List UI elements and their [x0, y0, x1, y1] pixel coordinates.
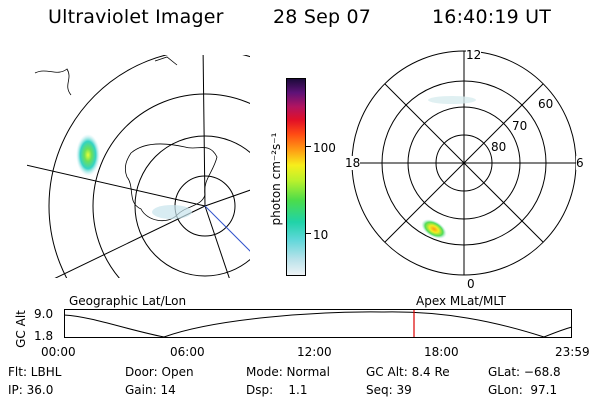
aurora-emission — [152, 205, 192, 219]
mlt-label-6: 6 — [576, 156, 584, 170]
seq-status: Seq: 39 — [366, 383, 412, 397]
colorbar-tick-mark — [306, 233, 311, 234]
time-tick-1800: 18:00 — [424, 345, 459, 359]
colorbar — [286, 78, 306, 276]
mlt-line-diagonal — [384, 83, 544, 243]
meridian-line — [204, 205, 230, 278]
colorbar-tick-10: 10 — [313, 228, 329, 242]
mlt-label-18: 18 — [345, 156, 361, 170]
dsp-status: Dsp: 1.1 — [246, 383, 308, 397]
time-tick-0000: 00:00 — [41, 345, 76, 359]
mlat-label-80: 80 — [491, 140, 507, 154]
altitude-curve — [64, 311, 573, 338]
lat-circle — [134, 135, 250, 277]
filter-status: Flt: LBHL — [8, 365, 62, 379]
coastline — [34, 68, 72, 96]
aurora-emission — [76, 134, 100, 176]
coastline — [154, 56, 178, 66]
ip-status: IP: 36.0 — [8, 383, 54, 397]
glat-status: GLat: −68.8 — [488, 365, 561, 379]
meridian-line — [204, 189, 250, 207]
altitude-ytick-min: 1.8 — [34, 329, 54, 343]
antarctica-coastline — [124, 143, 218, 222]
gain-status: Gain: 14 — [125, 383, 176, 397]
mlt-label-12: 12 — [466, 48, 482, 62]
app-title: Ultraviolet Imager — [48, 6, 224, 28]
time-tick-0600: 06:00 — [170, 345, 205, 359]
meridian-line — [54, 205, 206, 278]
mode-status: Mode: Normal — [246, 365, 330, 379]
mlt-label-0: 0 — [467, 277, 475, 291]
date-label: 28 Sep 07 — [273, 6, 372, 28]
time-tick-2359: 23:59 — [555, 345, 590, 359]
meridian-line — [27, 164, 206, 207]
door-status: Door: Open — [125, 365, 194, 379]
colorbar-tick-100: 100 — [313, 141, 336, 155]
apex-caption: Apex MLat/MLT — [416, 294, 506, 308]
time-label: 16:40:19 UT — [432, 6, 552, 28]
aurora-emission — [421, 219, 447, 239]
gc-alt-status: GC Alt: 8.4 Re — [366, 365, 450, 379]
altitude-ytick-max: 9.0 — [34, 307, 54, 321]
geographic-map — [27, 55, 250, 278]
time-tick-1200: 12:00 — [297, 345, 332, 359]
altitude-plot-frame — [64, 309, 572, 338]
meridian-line — [202, 55, 206, 207]
colorbar-tick-mark — [306, 146, 311, 147]
lat-circle — [48, 55, 250, 278]
mlat-label-70: 70 — [512, 119, 528, 133]
altitude-ylabel: GC Alt — [14, 310, 28, 348]
lat-circle — [92, 93, 250, 278]
glon-status: GLon: 97.1 — [488, 383, 558, 397]
meridian-line — [204, 205, 250, 252]
altitude-plot — [64, 309, 573, 338]
mlat-label-60: 60 — [538, 97, 554, 111]
geographic-caption: Geographic Lat/Lon — [69, 294, 187, 308]
colorbar-unit-label: photon cm⁻²s⁻¹ — [269, 132, 283, 226]
polar-mlat-mlt-plot — [351, 50, 577, 276]
aurora-emission — [428, 96, 476, 104]
